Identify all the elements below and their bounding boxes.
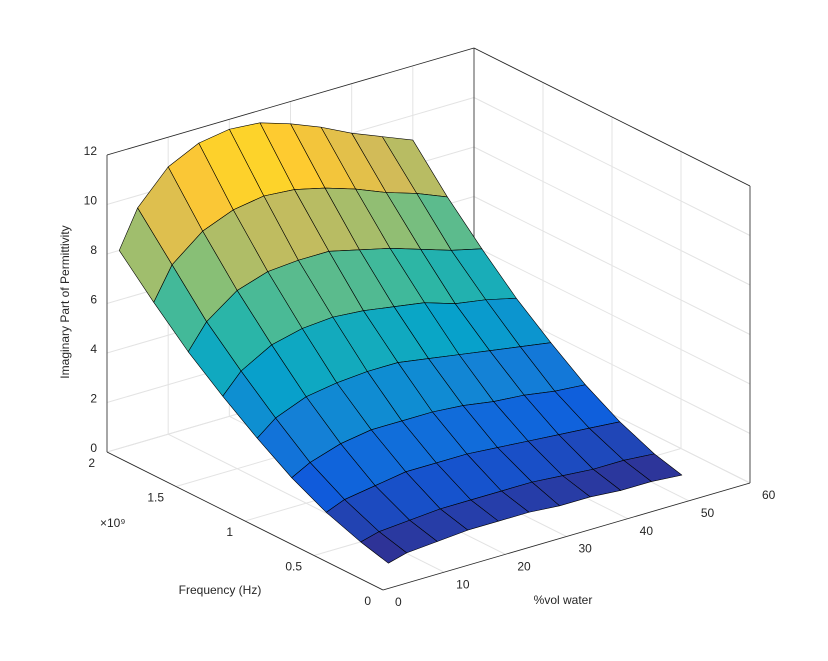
x-tick-label: 60 <box>762 488 776 502</box>
y-axis-label: Frequency (Hz) <box>179 583 262 597</box>
z-tick-label: 12 <box>84 144 98 158</box>
axis-line <box>106 451 384 591</box>
z-tick-label: 10 <box>84 194 98 208</box>
surface-patch <box>360 531 407 564</box>
x-axis-label: %vol water <box>534 593 593 607</box>
grid-line <box>473 245 751 385</box>
y-exponent: ×10⁹ <box>100 516 126 530</box>
y-tick-label: 2 <box>88 456 95 470</box>
grid-line <box>473 97 751 236</box>
grid-line <box>473 196 751 335</box>
z-tick-label: 2 <box>90 392 97 406</box>
z-tick-label: 0 <box>90 441 97 455</box>
z-axis-label: Imaginary Part of Permittivity <box>58 225 72 378</box>
z-tick-label: 6 <box>90 293 97 307</box>
x-tick-label: 50 <box>701 506 715 520</box>
z-tick-label: 8 <box>90 243 97 257</box>
axis-line <box>473 47 751 187</box>
x-tick-label: 20 <box>517 560 531 574</box>
grid-line <box>473 146 751 286</box>
x-tick-label: 0 <box>395 595 402 609</box>
y-tick-label: 1 <box>226 525 233 539</box>
x-tick-label: 10 <box>456 577 470 591</box>
x-tick-label: 30 <box>579 542 593 556</box>
x-tick-label: 40 <box>640 524 654 538</box>
axis-line <box>106 47 475 156</box>
z-tick-label: 4 <box>90 342 97 356</box>
surface <box>118 122 683 564</box>
y-tick-label: 0.5 <box>285 560 302 574</box>
y-tick-label: 1.5 <box>147 491 164 505</box>
axis-line <box>382 482 751 591</box>
labels: Imaginary Part of Permittivity Frequency… <box>58 144 776 609</box>
y-tick-label: 0 <box>364 594 371 608</box>
